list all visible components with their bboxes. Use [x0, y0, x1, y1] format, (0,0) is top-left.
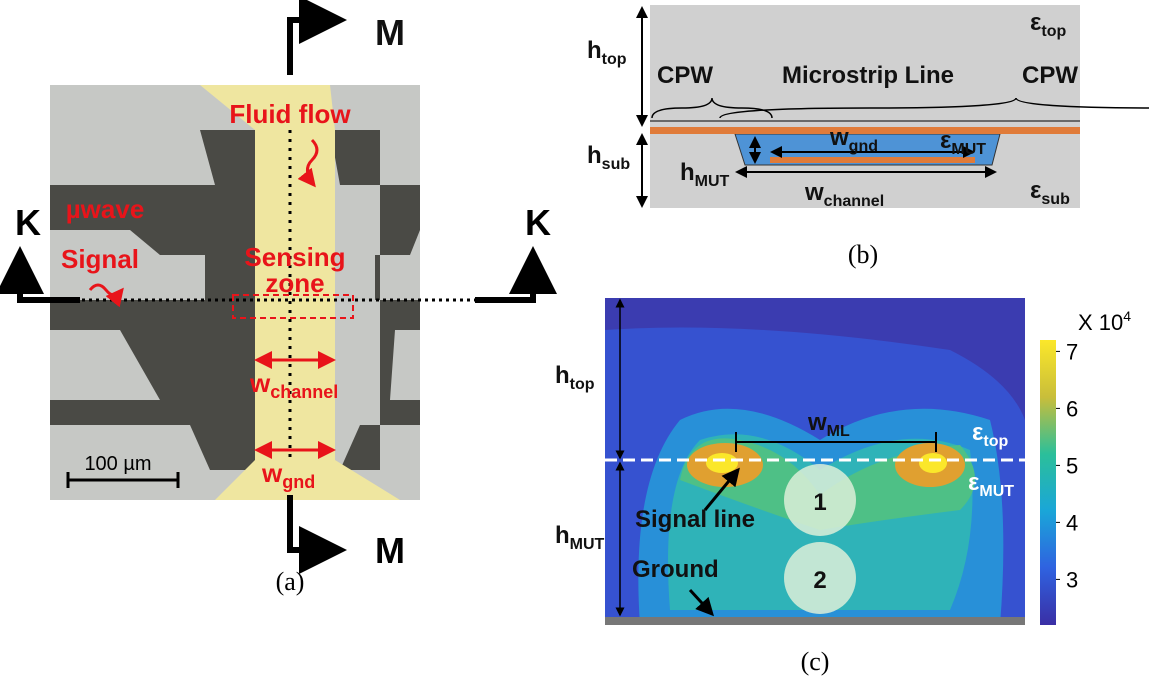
- figure: M M K K Fluid flow µwave Signal Sensing …: [0, 0, 1149, 681]
- colorbar-tick-label: 4: [1066, 510, 1078, 535]
- label: Microstrip Line: [782, 62, 954, 89]
- label: M: [375, 530, 405, 571]
- label: CPW: [657, 62, 713, 89]
- contour: [706, 453, 738, 473]
- colorbar-tick-label: 3: [1066, 567, 1078, 592]
- colorbar-tick-label: 7: [1066, 339, 1078, 364]
- caption: (a): [276, 567, 305, 596]
- label: htop: [555, 362, 595, 393]
- label: M: [375, 12, 405, 53]
- label: hsub: [587, 142, 630, 173]
- label: hMUT: [555, 522, 605, 553]
- label: zone: [265, 268, 324, 298]
- label: 1: [813, 489, 826, 516]
- ground: [605, 617, 1025, 625]
- ground: [770, 157, 975, 163]
- arrow: [290, 495, 335, 550]
- panel-b: htop εtop CPW Microstrip Line CPW wgnd ε…: [587, 5, 1149, 269]
- caption: (c): [801, 647, 830, 676]
- panel-a: M M K K Fluid flow µwave Signal Sensing …: [15, 12, 551, 596]
- contour: [919, 453, 947, 473]
- label: Ground: [632, 556, 719, 583]
- label: 2: [813, 567, 826, 594]
- label: K: [15, 202, 41, 243]
- label: Signal line: [635, 506, 755, 533]
- label: htop: [587, 37, 627, 68]
- signal-line: [650, 127, 1080, 134]
- label: Fluid flow: [229, 99, 351, 129]
- label: K: [525, 202, 551, 243]
- label: 100 µm: [84, 453, 151, 475]
- colorbar-ticks: 3 4 5 6 7: [1056, 339, 1078, 592]
- arrow: [475, 258, 533, 300]
- colorbar-tick-label: 5: [1066, 453, 1078, 478]
- colorbar: [1040, 340, 1056, 625]
- label: µwave: [66, 194, 145, 224]
- arrow: [290, 20, 335, 75]
- colorbar-tick-label: 6: [1066, 396, 1078, 421]
- label: Signal: [61, 244, 139, 274]
- caption: (b): [848, 240, 878, 269]
- panel-c: 1 2 htop hMUT wML εtop εMUT Signal line …: [555, 298, 1131, 676]
- label: CPW: [1022, 62, 1078, 89]
- colorbar-label: X 104: [1078, 308, 1131, 335]
